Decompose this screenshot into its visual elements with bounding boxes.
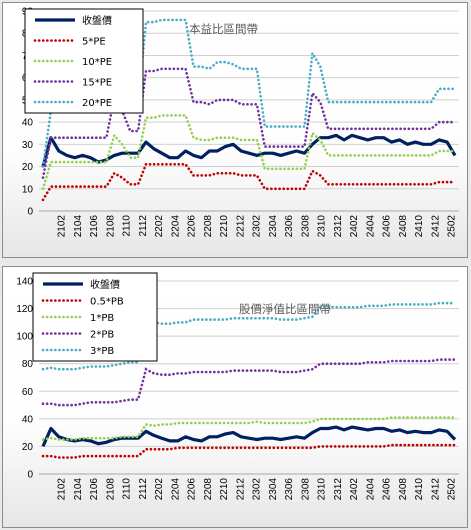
legend-label: 1*PB bbox=[90, 313, 114, 324]
x-tick-label: 2202 bbox=[154, 478, 165, 501]
x-tick-label: 2408 bbox=[398, 215, 409, 238]
x-tick-label: 2502 bbox=[447, 215, 458, 238]
x-tick-label: 2304 bbox=[268, 478, 279, 501]
x-tick-label: 2110 bbox=[122, 478, 133, 500]
series-line bbox=[41, 18, 457, 168]
x-tick-label: 2104 bbox=[73, 478, 84, 501]
x-tick-label: 2212 bbox=[235, 215, 246, 238]
pe-band-chart: 0102030405060708090210221042106210821102… bbox=[22, 7, 459, 238]
y-tick-label: 80 bbox=[22, 359, 34, 370]
x-tick-label: 2310 bbox=[317, 478, 328, 501]
legend-label: 0.5*PB bbox=[90, 297, 124, 308]
x-tick-label: 2402 bbox=[349, 478, 360, 501]
x-tick-label: 2202 bbox=[154, 215, 165, 238]
x-tick-label: 2412 bbox=[430, 478, 441, 501]
x-tick-label: 2410 bbox=[414, 478, 425, 501]
x-tick-label: 2108 bbox=[105, 478, 116, 501]
chart-annotation: 股價淨值比區間帶 bbox=[239, 302, 331, 316]
y-tick-label: 60 bbox=[22, 387, 34, 398]
x-tick-label: 2402 bbox=[349, 215, 360, 238]
x-tick-label: 2212 bbox=[235, 478, 246, 501]
x-tick-label: 2204 bbox=[170, 215, 181, 238]
y-tick-label: 0 bbox=[27, 207, 33, 218]
y-tick-label: 10 bbox=[22, 184, 34, 195]
series-line bbox=[41, 301, 457, 371]
pe-band-chart-panel: 0102030405060708090210221042106210821102… bbox=[2, 2, 468, 258]
legend-label: 2*PB bbox=[90, 330, 114, 341]
x-tick-label: 2106 bbox=[89, 215, 100, 238]
y-tick-label: 140 bbox=[16, 277, 33, 288]
legend-label: 收盤價 bbox=[82, 14, 112, 27]
x-tick-label: 2102 bbox=[57, 478, 68, 501]
x-tick-label: 2412 bbox=[430, 215, 441, 238]
x-tick-label: 2312 bbox=[333, 215, 344, 238]
y-tick-label: 40 bbox=[22, 414, 34, 425]
x-tick-label: 2204 bbox=[170, 478, 181, 501]
x-tick-label: 2308 bbox=[300, 215, 311, 238]
x-tick-label: 2208 bbox=[203, 215, 214, 238]
x-tick-label: 2108 bbox=[105, 215, 116, 238]
x-tick-label: 2502 bbox=[447, 478, 458, 501]
legend-label: 收盤價 bbox=[90, 278, 120, 291]
legend-box bbox=[24, 8, 144, 114]
x-tick-label: 2112 bbox=[138, 215, 149, 237]
series-line bbox=[41, 358, 457, 407]
x-tick-label: 2304 bbox=[268, 215, 279, 238]
x-tick-label: 2210 bbox=[219, 215, 230, 238]
x-tick-label: 2306 bbox=[284, 215, 295, 238]
series-line bbox=[41, 163, 457, 202]
series-line bbox=[41, 425, 457, 448]
x-tick-label: 2102 bbox=[57, 215, 68, 238]
y-tick-label: 100 bbox=[16, 332, 33, 343]
x-tick-label: 2312 bbox=[333, 478, 344, 501]
legend-box bbox=[32, 272, 158, 362]
x-tick-label: 2208 bbox=[203, 478, 214, 501]
x-tick-label: 2406 bbox=[382, 478, 393, 501]
x-tick-label: 2410 bbox=[414, 215, 425, 238]
series-line bbox=[41, 443, 457, 459]
legend-label: 10*PE bbox=[82, 57, 112, 68]
x-tick-label: 2406 bbox=[382, 215, 393, 238]
x-tick-label: 2210 bbox=[219, 478, 230, 501]
x-tick-label: 2206 bbox=[187, 215, 198, 238]
x-tick-label: 2310 bbox=[317, 215, 328, 238]
x-tick-label: 2106 bbox=[89, 478, 100, 501]
legend-label: 3*PB bbox=[90, 346, 114, 357]
series-line bbox=[41, 114, 457, 191]
x-tick-label: 2306 bbox=[284, 478, 295, 501]
pb-band-chart: 0 20 40 60 80 100 120 140 2102 2104 2106 2108 2110 21… bbox=[16, 272, 459, 501]
x-tick-label: 2408 bbox=[398, 478, 409, 501]
y-tick-label: 0 bbox=[27, 470, 33, 481]
pb-band-chart-panel: 0 20 40 60 80 100 120 140 2102 2104 2106 2108 2110 21… bbox=[2, 266, 468, 528]
x-tick-label: 2308 bbox=[300, 478, 311, 501]
y-tick-label: 20 bbox=[22, 162, 34, 173]
x-tick-label: 2206 bbox=[187, 478, 198, 501]
series-line bbox=[41, 133, 457, 168]
legend-label: 15*PE bbox=[82, 78, 112, 89]
y-tick-label: 20 bbox=[22, 442, 34, 453]
legend-label: 5*PE bbox=[82, 37, 106, 48]
legend-label: 20*PE bbox=[82, 98, 112, 109]
chart-annotation: 本益比區間帶 bbox=[189, 22, 258, 36]
x-tick-label: 2112 bbox=[138, 478, 149, 500]
y-tick-label: 120 bbox=[16, 304, 33, 315]
x-tick-label: 2104 bbox=[73, 215, 84, 238]
x-tick-label: 2302 bbox=[252, 478, 263, 501]
series-line bbox=[41, 416, 457, 441]
x-tick-label: 2110 bbox=[122, 215, 133, 237]
y-tick-label: 30 bbox=[22, 140, 34, 151]
x-tick-label: 2302 bbox=[252, 215, 263, 238]
x-tick-label: 2404 bbox=[365, 478, 376, 501]
x-tick-label: 2404 bbox=[365, 215, 376, 238]
y-tick-label: 40 bbox=[22, 118, 34, 129]
